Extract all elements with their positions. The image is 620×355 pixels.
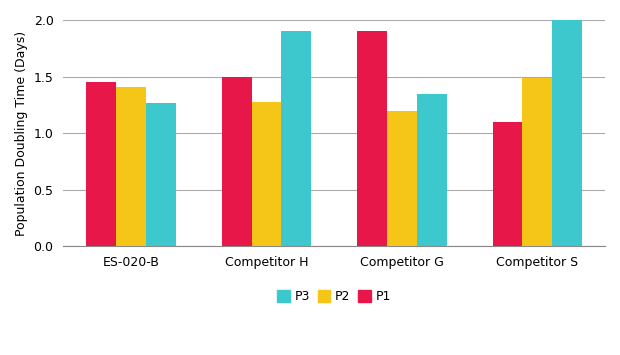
Y-axis label: Population Doubling Time (Days): Population Doubling Time (Days) xyxy=(15,31,28,236)
Bar xyxy=(252,102,281,246)
Bar xyxy=(387,111,417,246)
Bar xyxy=(493,122,523,246)
Bar xyxy=(116,87,146,246)
Legend: P3, P2, P1: P3, P2, P1 xyxy=(272,285,396,308)
Bar xyxy=(523,78,552,246)
Bar xyxy=(552,17,582,246)
Bar xyxy=(86,82,116,246)
Bar xyxy=(146,103,175,246)
Bar xyxy=(357,31,387,246)
Bar xyxy=(222,77,252,246)
Bar xyxy=(281,31,311,246)
Bar xyxy=(417,94,446,246)
